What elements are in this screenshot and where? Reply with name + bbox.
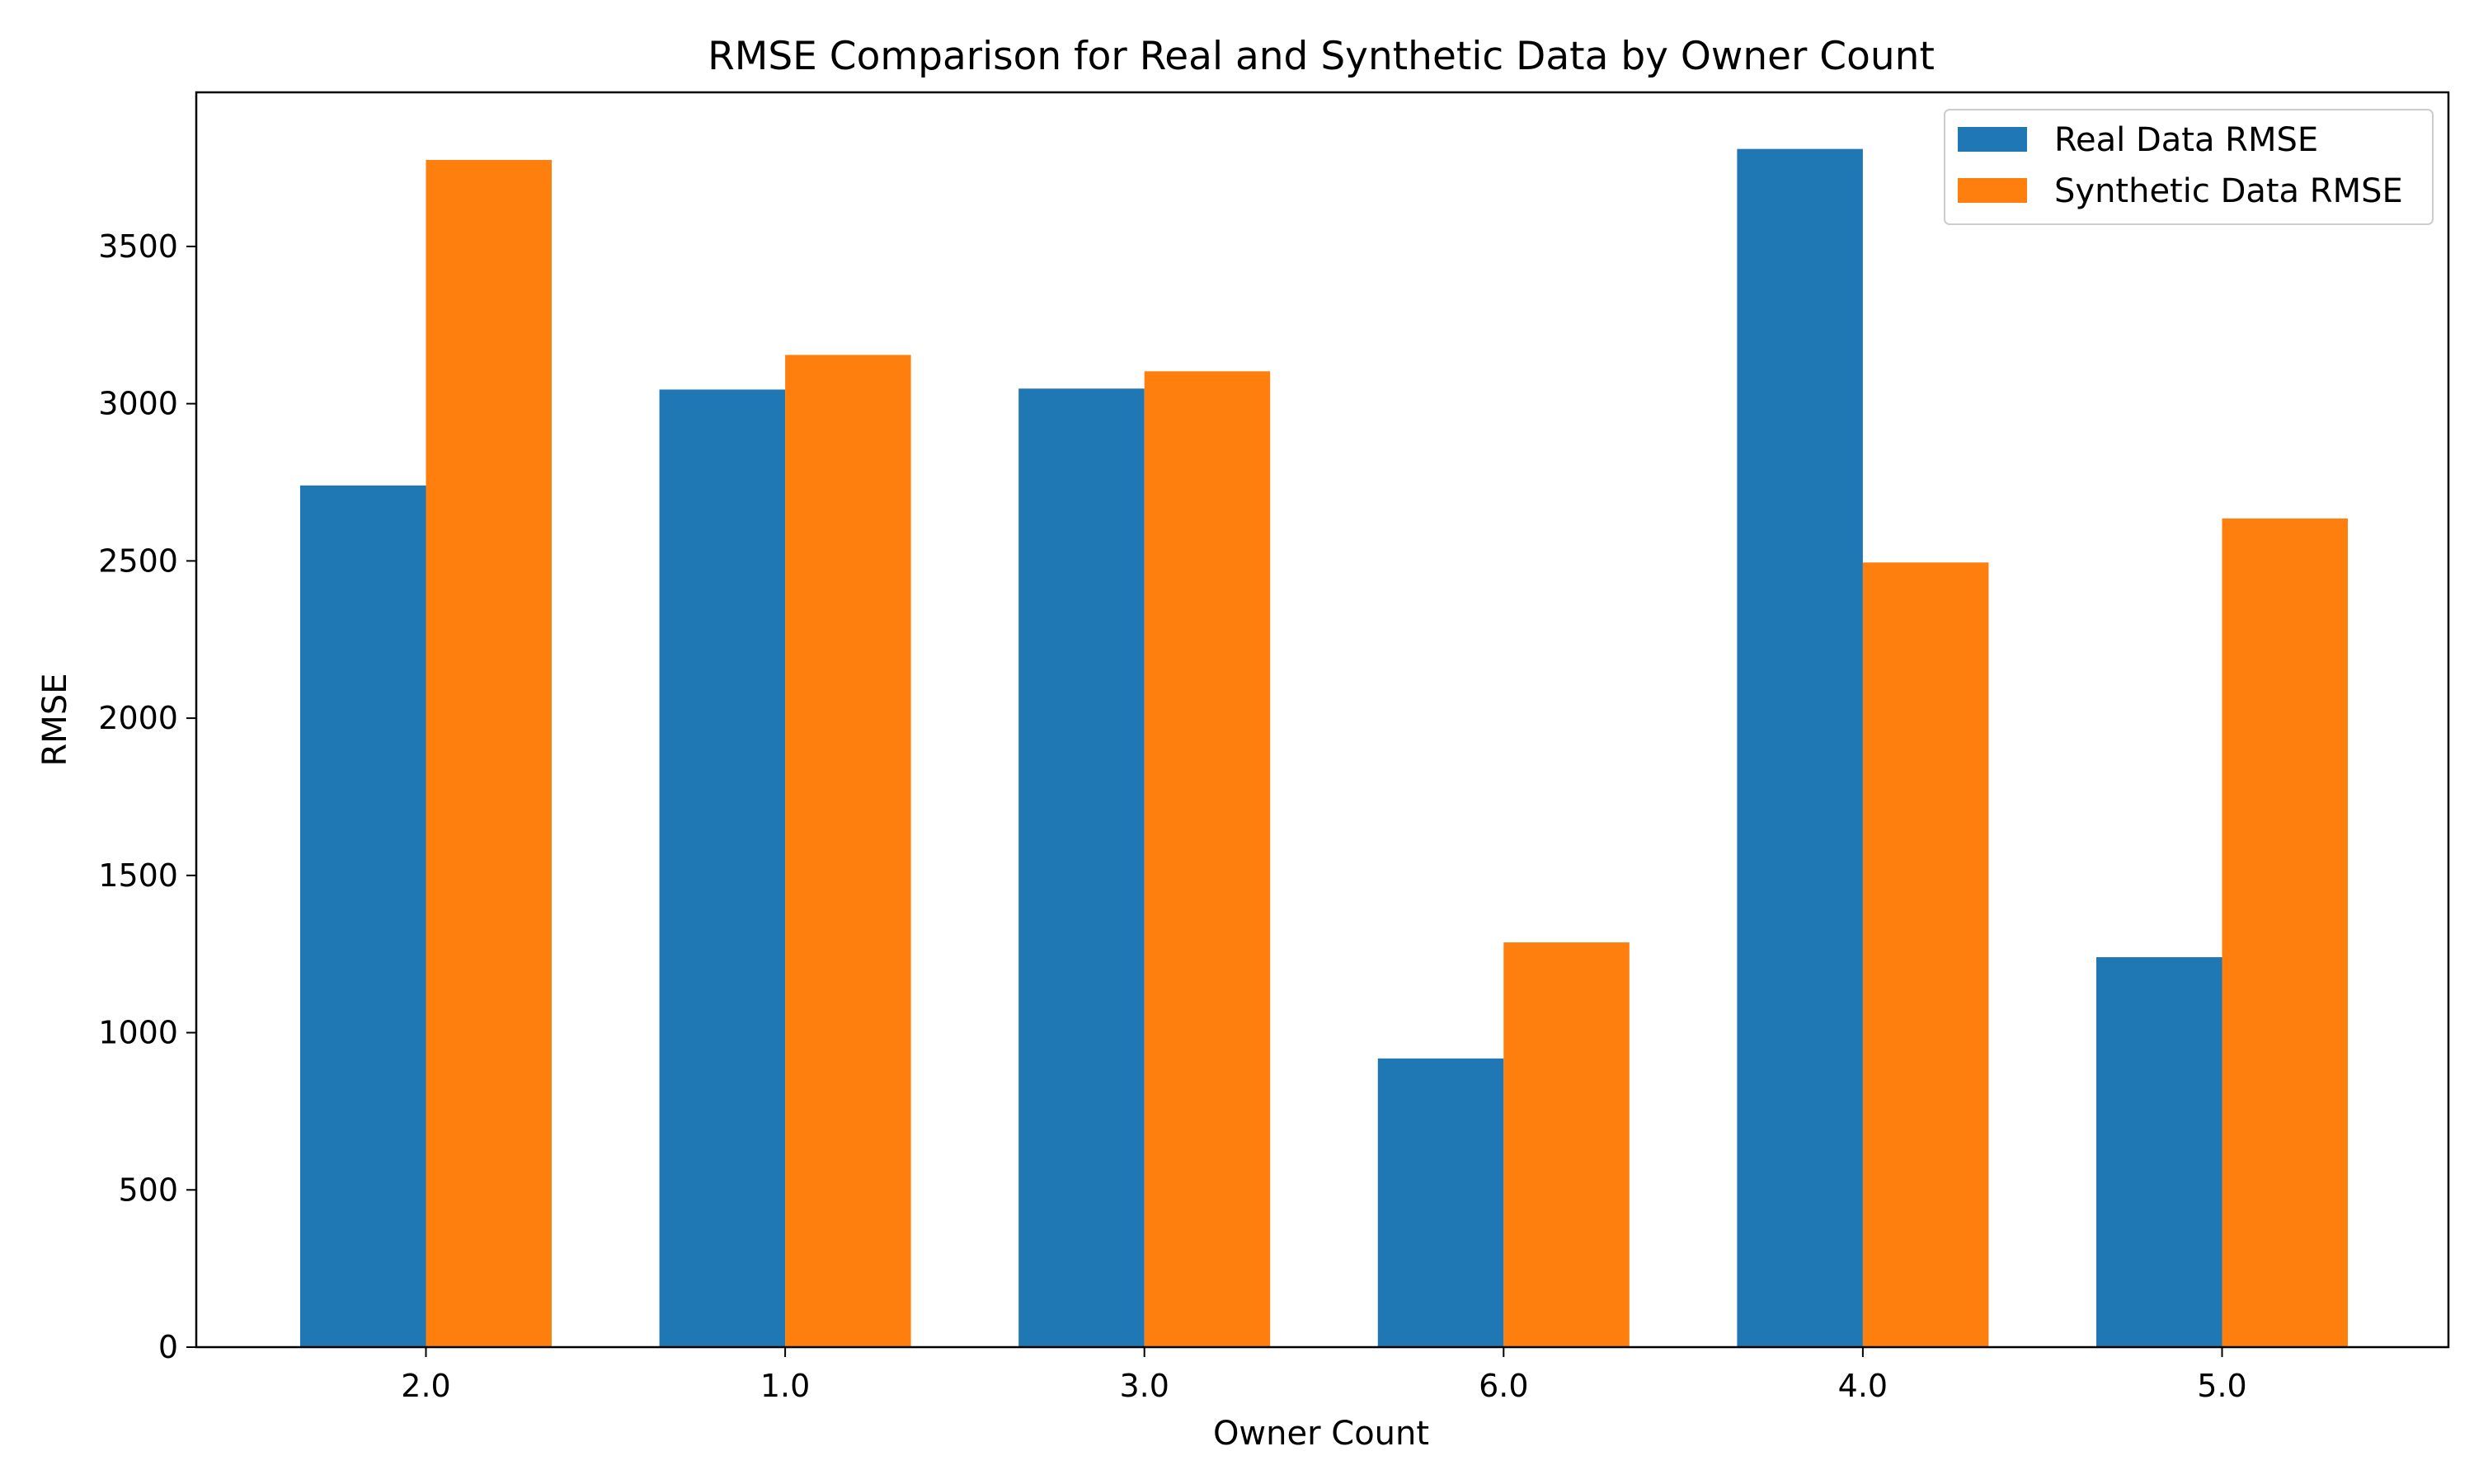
y-tick-label-7: 3500 — [98, 228, 178, 265]
y-tick-label-3: 1500 — [98, 857, 178, 894]
x-tick-label-4: 4.0 — [1838, 1368, 1888, 1404]
legend-label-synthetic: Synthetic Data RMSE — [2054, 172, 2403, 210]
x-tick-label-5: 5.0 — [2197, 1368, 2246, 1404]
bars-group — [300, 148, 2348, 1348]
y-tick-label-2: 1000 — [98, 1015, 178, 1051]
bar-real-data-rmse-3 — [1377, 1058, 1504, 1347]
x-tick-label-1: 1.0 — [760, 1368, 810, 1404]
bar-synthetic-data-rmse-2 — [1144, 371, 1271, 1347]
y-axis-label: RMSE — [36, 674, 74, 767]
bar-synthetic-data-rmse-4 — [1862, 562, 1989, 1347]
legend: Real Data RMSE Synthetic Data RMSE — [1944, 109, 2434, 225]
y-tick-label-6: 3000 — [98, 386, 178, 422]
plot-frame — [195, 91, 2450, 1349]
y-tick-label-0: 0 — [158, 1329, 178, 1365]
legend-swatch-real — [1958, 127, 2027, 152]
bar-synthetic-data-rmse-0 — [426, 160, 552, 1347]
legend-swatch-synthetic — [1958, 178, 2027, 203]
y-tick-label-1: 500 — [118, 1172, 178, 1208]
bar-real-data-rmse-1 — [659, 389, 786, 1348]
y-axis: 0 500 1000 1500 2000 2500 3000 3500 — [98, 228, 196, 1365]
legend-frame — [1944, 109, 2434, 225]
bar-real-data-rmse-0 — [300, 485, 426, 1347]
y-tick-label-5: 2500 — [98, 542, 178, 579]
legend-label-real: Real Data RMSE — [2054, 121, 2318, 159]
bar-real-data-rmse-4 — [1737, 148, 1863, 1348]
bar-real-data-rmse-5 — [2096, 956, 2222, 1347]
bar-real-data-rmse-2 — [1018, 388, 1145, 1347]
x-tick-label-0: 2.0 — [401, 1368, 450, 1404]
bar-synthetic-data-rmse-3 — [1503, 942, 1630, 1347]
y-tick-label-4: 2000 — [98, 700, 178, 736]
x-tick-label-2: 3.0 — [1119, 1368, 1169, 1404]
chart-title: RMSE Comparison for Real and Synthetic D… — [708, 34, 1935, 79]
x-axis: 2.0 1.0 3.0 6.0 4.0 5.0 — [401, 1347, 2247, 1404]
x-axis-label: Owner Count — [1213, 1415, 1429, 1453]
bar-synthetic-data-rmse-5 — [2222, 518, 2348, 1347]
bar-synthetic-data-rmse-1 — [785, 355, 911, 1347]
x-tick-label-3: 6.0 — [1479, 1368, 1528, 1404]
